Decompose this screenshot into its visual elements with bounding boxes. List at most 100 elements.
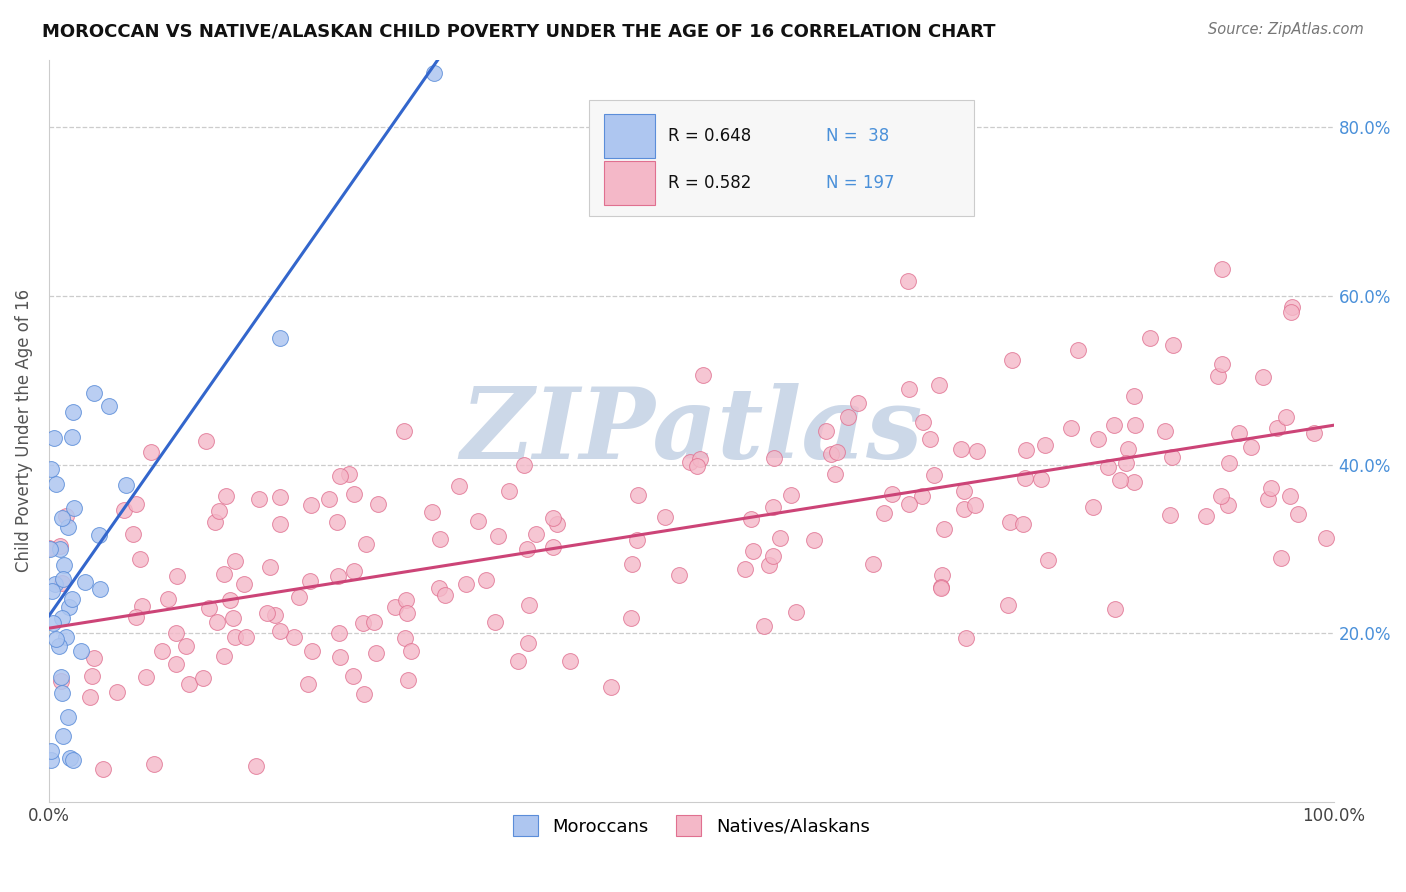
Point xyxy=(62,405,84,419)
Point xyxy=(1139,331,1161,345)
Point xyxy=(429,532,451,546)
Point xyxy=(692,368,714,382)
Point xyxy=(1036,553,1059,567)
Point xyxy=(911,415,934,429)
Point xyxy=(157,591,180,606)
Point xyxy=(1031,472,1053,486)
Point xyxy=(166,569,188,583)
Point xyxy=(269,490,291,504)
Point xyxy=(1206,369,1229,384)
Point xyxy=(599,680,621,694)
Point xyxy=(233,577,256,591)
Point xyxy=(1014,471,1036,485)
Point xyxy=(668,567,690,582)
Point xyxy=(1218,456,1240,470)
Point xyxy=(620,558,643,572)
Point xyxy=(197,600,219,615)
Point xyxy=(352,616,374,631)
Point xyxy=(49,542,72,557)
Point xyxy=(517,636,540,650)
Point xyxy=(218,593,240,607)
Point xyxy=(297,677,319,691)
Point xyxy=(1260,481,1282,495)
Point xyxy=(953,502,976,516)
Point xyxy=(328,626,350,640)
Point xyxy=(165,657,187,671)
Point xyxy=(269,516,291,531)
Point xyxy=(53,558,76,572)
Point xyxy=(814,424,837,438)
Point xyxy=(434,588,457,602)
Point xyxy=(363,615,385,629)
Point xyxy=(62,753,84,767)
Point xyxy=(49,539,72,553)
Text: MOROCCAN VS NATIVE/ALASKAN CHILD POVERTY UNDER THE AGE OF 16 CORRELATION CHART: MOROCCAN VS NATIVE/ALASKAN CHILD POVERTY… xyxy=(42,22,995,40)
Point xyxy=(129,552,152,566)
Point xyxy=(1270,551,1292,566)
Point xyxy=(79,690,101,704)
Point xyxy=(131,599,153,613)
Point xyxy=(422,505,444,519)
Point xyxy=(626,533,648,547)
Point xyxy=(1087,432,1109,446)
Point xyxy=(1060,421,1083,435)
Point xyxy=(780,488,803,502)
Point xyxy=(546,517,568,532)
Point xyxy=(112,502,135,516)
Point xyxy=(150,644,173,658)
Point xyxy=(882,486,904,500)
Point xyxy=(1216,498,1239,512)
Point xyxy=(897,274,920,288)
Text: Source: ZipAtlas.com: Source: ZipAtlas.com xyxy=(1208,22,1364,37)
Point xyxy=(396,673,419,687)
Point xyxy=(51,686,73,700)
Point xyxy=(785,605,807,619)
Point xyxy=(60,591,83,606)
Point xyxy=(49,670,72,684)
Point xyxy=(353,687,375,701)
Point xyxy=(224,631,246,645)
Point xyxy=(803,533,825,548)
Point xyxy=(396,607,419,621)
Point xyxy=(998,515,1021,529)
Point xyxy=(928,378,950,392)
Point xyxy=(627,488,650,502)
Point xyxy=(475,573,498,587)
Point xyxy=(846,396,869,410)
Point xyxy=(329,650,352,665)
Point xyxy=(39,753,62,767)
Point xyxy=(620,611,643,625)
Point xyxy=(1115,456,1137,470)
Point xyxy=(121,527,143,541)
Point xyxy=(897,497,920,511)
Point xyxy=(824,467,846,482)
Point xyxy=(1159,508,1181,522)
Point xyxy=(454,576,477,591)
Point xyxy=(820,447,842,461)
Point xyxy=(58,710,80,724)
Point xyxy=(212,648,235,663)
Point xyxy=(55,631,77,645)
Point xyxy=(205,615,228,629)
FancyBboxPatch shape xyxy=(605,114,655,158)
Point xyxy=(195,434,218,448)
Point xyxy=(516,541,538,556)
Point xyxy=(1303,425,1326,440)
Point xyxy=(83,650,105,665)
Point xyxy=(1275,409,1298,424)
Point xyxy=(1209,489,1232,503)
Point xyxy=(87,528,110,542)
Point xyxy=(98,399,121,413)
Point xyxy=(51,511,73,525)
Point xyxy=(686,459,709,474)
Point xyxy=(1109,473,1132,487)
Point xyxy=(204,515,226,529)
Point xyxy=(932,523,955,537)
Point xyxy=(298,574,321,589)
Point xyxy=(950,442,973,456)
Point xyxy=(1154,424,1177,438)
Point xyxy=(769,531,792,545)
Point xyxy=(762,500,785,514)
Point xyxy=(326,568,349,582)
Point xyxy=(1033,438,1056,452)
